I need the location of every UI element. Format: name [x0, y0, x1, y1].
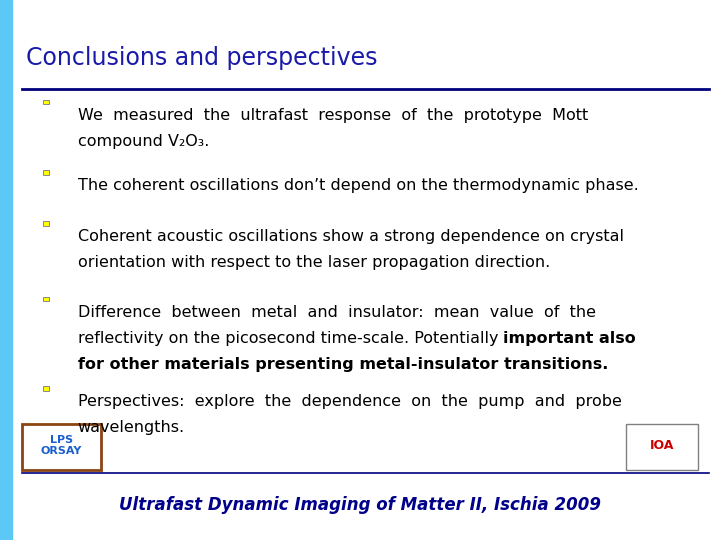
Bar — [22, 424, 101, 470]
Text: reflectivity on the picosecond time-scale. Potentially: reflectivity on the picosecond time-scal… — [78, 331, 503, 346]
Text: Ultrafast Dynamic Imaging of Matter II, Ischia 2009: Ultrafast Dynamic Imaging of Matter II, … — [119, 496, 601, 514]
Text: We  measured  the  ultrafast  response  of  the  prototype  Mott: We measured the ultrafast response of th… — [78, 108, 588, 123]
Text: compound V₂O₃.: compound V₂O₃. — [78, 134, 209, 149]
Text: orientation with respect to the laser propagation direction.: orientation with respect to the laser pr… — [78, 255, 550, 271]
Bar — [43, 170, 49, 174]
Bar — [43, 297, 49, 301]
Text: IOA: IOA — [650, 439, 675, 452]
Text: The coherent oscillations don’t depend on the thermodynamic phase.: The coherent oscillations don’t depend o… — [78, 178, 639, 193]
Text: Perspectives:  explore  the  dependence  on  the  pump  and  probe: Perspectives: explore the dependence on … — [78, 394, 621, 409]
Bar — [43, 221, 49, 226]
Text: important also: important also — [503, 331, 636, 346]
Bar — [43, 386, 49, 390]
Text: Conclusions and perspectives: Conclusions and perspectives — [26, 46, 377, 70]
Text: for other materials presenting metal-insulator transitions.: for other materials presenting metal-ins… — [78, 357, 608, 372]
Text: wavelengths.: wavelengths. — [78, 420, 185, 435]
Text: Difference  between  metal  and  insulator:  mean  value  of  the: Difference between metal and insulator: … — [78, 305, 595, 320]
Bar — [626, 424, 698, 470]
Text: Coherent acoustic oscillations show a strong dependence on crystal: Coherent acoustic oscillations show a st… — [78, 230, 624, 245]
Text: LPS
ORSAY: LPS ORSAY — [40, 435, 82, 456]
Bar — [43, 100, 49, 104]
Bar — [0, 0, 12, 540]
